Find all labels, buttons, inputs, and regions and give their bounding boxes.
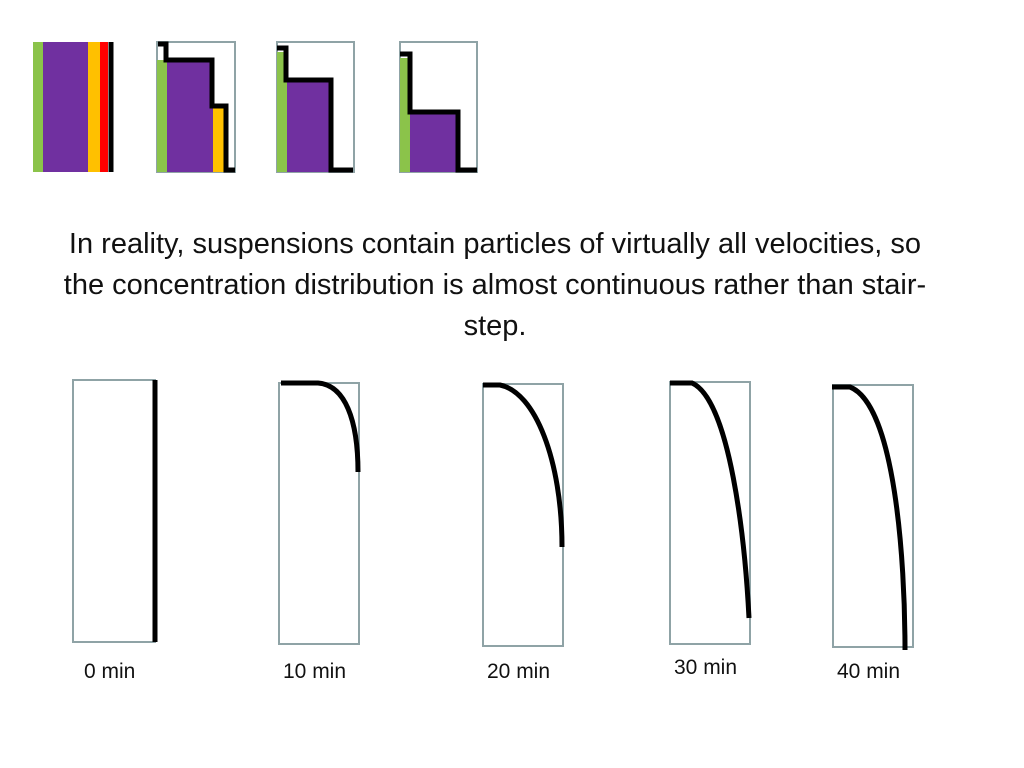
explanation-text: In reality, suspensions contain particle…: [63, 228, 927, 342]
stair-step-column-2: [156, 41, 236, 173]
stair-step-column-1: [33, 42, 114, 172]
stair-step-column-4: [399, 41, 478, 173]
continuous-tube-30-min: [669, 380, 752, 645]
time-label-0-min: 0 min: [84, 660, 136, 683]
time-label-40-min: 40 min: [837, 660, 901, 683]
continuous-tube-40-min: [832, 384, 914, 651]
continuous-tube-10-min: [278, 380, 361, 645]
continuous-tube-20-min: [482, 382, 565, 647]
continuous-tube-0-min: [72, 379, 158, 643]
stair-step-column-3: [276, 41, 355, 173]
time-label-20-min: 20 min: [487, 660, 551, 683]
time-label-10-min: 10 min: [283, 660, 347, 683]
time-label-30-min: 30 min: [674, 656, 738, 679]
